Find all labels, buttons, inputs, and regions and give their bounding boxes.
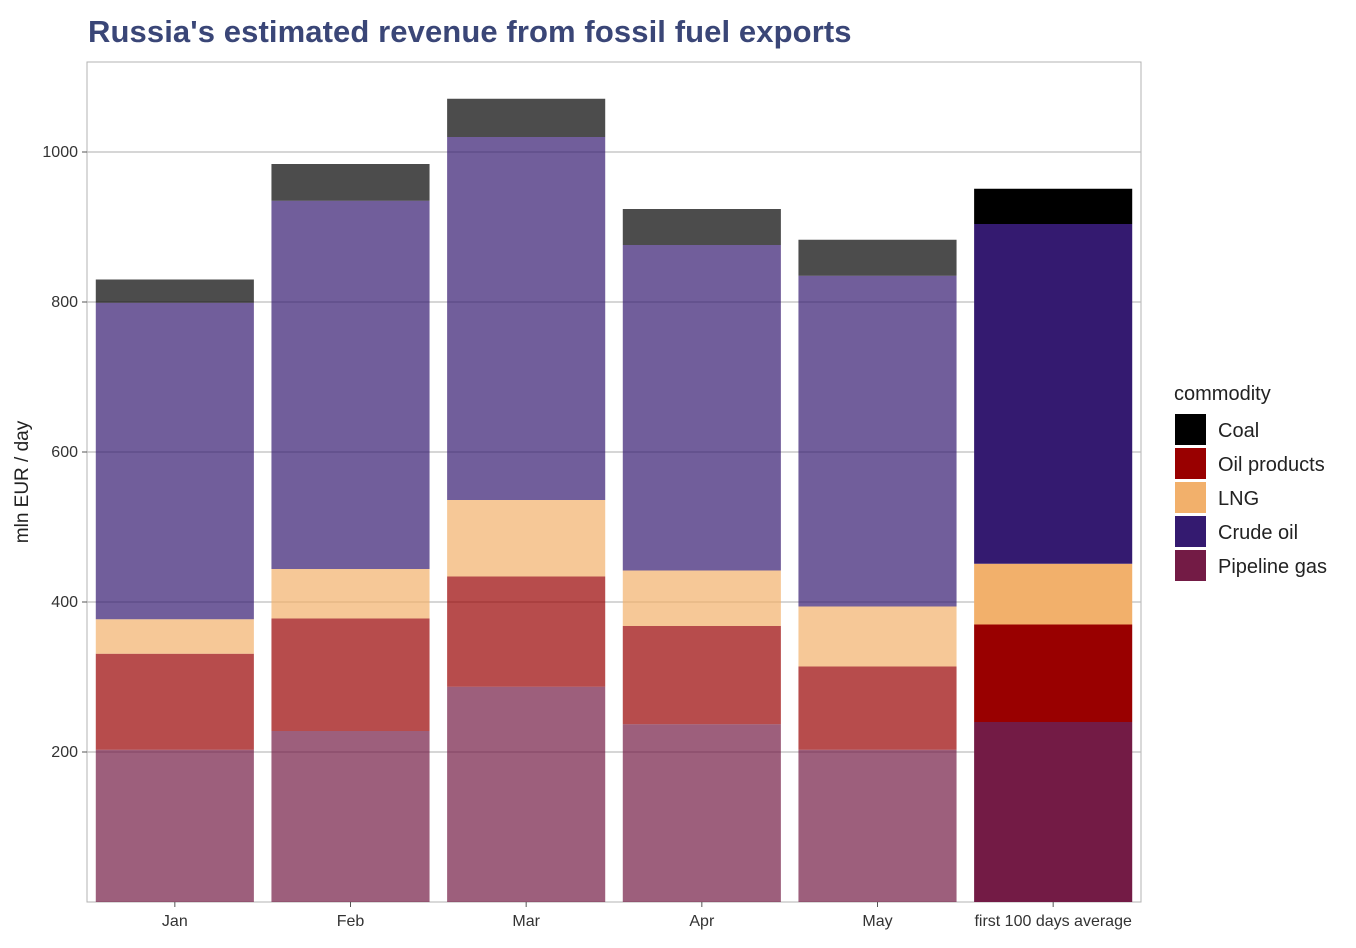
bar-lng-0 <box>95 619 254 654</box>
bar-coal-1 <box>271 164 430 201</box>
bar-crude-oil-5 <box>974 224 1133 564</box>
y-axis-title: mln EUR / day <box>12 420 33 543</box>
bar-crude-oil-2 <box>447 137 606 500</box>
y-tick-label-800: 800 <box>51 294 78 311</box>
bars <box>95 98 1133 902</box>
bar-pipeline-gas-4 <box>798 749 957 902</box>
legend-label-coal: Coal <box>1218 420 1259 442</box>
legend-swatch-pipeline-gas <box>1175 550 1206 581</box>
bar-pipeline-gas-1 <box>271 731 430 902</box>
bar-lng-3 <box>622 570 781 626</box>
y-tick-label-1000: 1000 <box>42 144 78 161</box>
x-tick-label-0: Jan <box>162 913 188 930</box>
legend-swatch-lng <box>1175 482 1206 513</box>
bar-coal-3 <box>622 209 781 245</box>
bar-lng-1 <box>271 569 430 619</box>
y-axis: 200 400 600 800 1000 <box>42 144 87 761</box>
bar-coal-4 <box>798 239 957 276</box>
bar-pipeline-gas-0 <box>95 749 254 902</box>
y-tick-label-600: 600 <box>51 444 78 461</box>
bar-crude-oil-0 <box>95 302 254 620</box>
chart-title: Russia's estimated revenue from fossil f… <box>88 14 852 49</box>
bar-coal-0 <box>95 279 254 303</box>
bar-pipeline-gas-5 <box>974 722 1133 902</box>
y-tick-label-400: 400 <box>51 594 78 611</box>
x-tick-label-5: first 100 days average <box>974 913 1132 930</box>
bar-lng-4 <box>798 606 957 667</box>
bar-coal-2 <box>447 98 606 137</box>
bar-pipeline-gas-2 <box>447 686 606 902</box>
bar-lng-2 <box>447 500 606 577</box>
x-tick-label-2: Mar <box>512 913 540 930</box>
bar-oil-products-4 <box>798 666 957 750</box>
bar-oil-products-3 <box>622 626 781 725</box>
legend: commodity Coal Oil products LNG Crude oil Pip… <box>1174 383 1327 581</box>
legend-label-oil-products: Oil products <box>1218 454 1325 476</box>
legend-title: commodity <box>1174 383 1271 405</box>
x-tick-label-3: Apr <box>689 913 715 930</box>
bar-crude-oil-1 <box>271 200 430 569</box>
legend-swatch-crude-oil <box>1175 516 1206 547</box>
bar-crude-oil-3 <box>622 245 781 571</box>
bar-oil-products-0 <box>95 653 254 750</box>
x-tick-label-1: Feb <box>337 913 365 930</box>
bar-coal-5 <box>974 188 1133 224</box>
legend-label-pipeline-gas: Pipeline gas <box>1218 556 1327 578</box>
legend-label-lng: LNG <box>1218 488 1259 510</box>
legend-swatch-oil-products <box>1175 448 1206 479</box>
gridlines <box>87 151 1141 753</box>
bar-oil-products-2 <box>447 576 606 687</box>
bar-pipeline-gas-3 <box>622 724 781 902</box>
bar-oil-products-5 <box>974 624 1133 722</box>
legend-label-crude-oil: Crude oil <box>1218 522 1298 544</box>
bar-lng-5 <box>974 563 1133 625</box>
y-tick-label-200: 200 <box>51 744 78 761</box>
legend-swatch-coal <box>1175 414 1206 445</box>
x-tick-label-4: May <box>862 913 892 930</box>
bar-crude-oil-4 <box>798 275 957 607</box>
x-axis: Jan Feb Mar Apr May first 100 days average <box>162 902 1132 930</box>
bar-oil-products-1 <box>271 618 430 731</box>
plot-panel <box>86 61 1142 903</box>
